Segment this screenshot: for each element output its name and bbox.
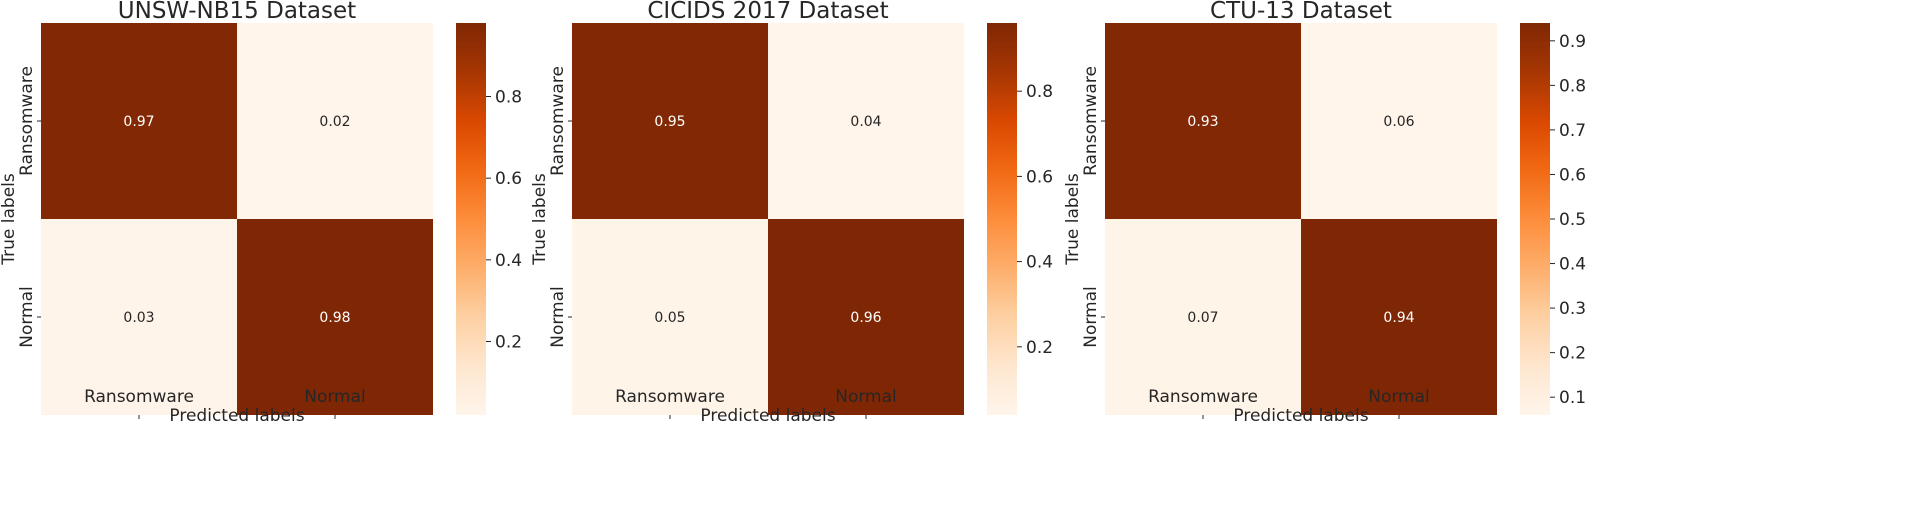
- heatmap-panel: UNSW-NB15 Dataset 0.97 0.02 0.03 0.98 Ransomw…: [0, 0, 522, 426]
- colorbar-tick-label: 0.3: [1559, 299, 1586, 319]
- colorbar-tick-label: 0.9: [1559, 32, 1586, 52]
- colorbar-tick-label: 0.1: [1559, 388, 1586, 408]
- heatmap-cell: [1105, 219, 1301, 415]
- colorbar-tick-label: 0.6: [1026, 167, 1053, 187]
- y-axis-label: True labels: [0, 173, 19, 266]
- colorbar-tick-label: 0.6: [1559, 165, 1586, 185]
- cell-value-label: 0.97: [123, 114, 154, 130]
- y-tick-label: Normal: [17, 286, 37, 348]
- y-tick-label: Normal: [548, 286, 568, 348]
- colorbar-tick-label: 0.4: [1026, 253, 1053, 273]
- colorbar-tick-label: 0.7: [1559, 121, 1586, 141]
- cell-value-label: 0.96: [850, 310, 881, 326]
- x-tick-label: Ransomware: [615, 387, 725, 407]
- colorbar-tick-label: 0.4: [1559, 255, 1586, 275]
- colorbar-tick-label: 0.2: [495, 333, 522, 353]
- y-tick-label: Ransomware: [548, 66, 568, 176]
- heatmap-cell: [41, 219, 237, 415]
- colorbar-tick-label: 0.4: [495, 251, 522, 271]
- colorbar: [987, 23, 1017, 415]
- heatmap-cell: [768, 23, 964, 219]
- heatmap-panel: CTU-13 Dataset 0.93 0.06 0.07 0.94 Ransomware…: [1063, 0, 1586, 426]
- colorbar-tick-label: 0.8: [1559, 76, 1586, 96]
- x-tick-label: Normal: [835, 387, 897, 407]
- cell-value-label: 0.02: [319, 114, 350, 130]
- heatmap-cell: [1301, 219, 1497, 415]
- x-axis-label: Predicted labels: [700, 406, 835, 426]
- heatmap-cell: [1301, 23, 1497, 219]
- y-tick-label: Ransomware: [1081, 66, 1101, 176]
- chart-title: CTU-13 Dataset: [1210, 0, 1392, 24]
- x-axis-label: Predicted labels: [169, 406, 304, 426]
- colorbar-tick-label: 0.2: [1026, 338, 1053, 358]
- colorbar-tick-label: 0.2: [1559, 344, 1586, 364]
- heatmap-cell: [572, 23, 768, 219]
- y-axis-label: True labels: [1063, 173, 1083, 266]
- heatmap-cell: [237, 23, 433, 219]
- cell-value-label: 0.93: [1187, 114, 1218, 130]
- x-axis-label: Predicted labels: [1233, 406, 1368, 426]
- colorbar-tick-label: 0.6: [495, 169, 522, 189]
- cell-value-label: 0.04: [850, 114, 881, 130]
- cell-value-label: 0.05: [654, 310, 685, 326]
- heatmap-cell: [768, 219, 964, 415]
- cell-value-label: 0.07: [1187, 310, 1218, 326]
- chart-title: UNSW-NB15 Dataset: [118, 0, 356, 24]
- x-tick-label: Ransomware: [1148, 387, 1258, 407]
- cell-value-label: 0.95: [654, 114, 685, 130]
- colorbar-tick-label: 0.8: [1026, 82, 1053, 102]
- cell-value-label: 0.98: [319, 310, 350, 326]
- cell-value-label: 0.06: [1383, 114, 1414, 130]
- heatmap-panels: UNSW-NB15 Dataset 0.97 0.02 0.03 0.98 Ransomw…: [0, 0, 1586, 426]
- x-tick-label: Ransomware: [84, 387, 194, 407]
- colorbar: [1520, 23, 1550, 415]
- colorbar-tick-label: 0.5: [1559, 210, 1586, 230]
- colorbar-tick-label: 0.8: [495, 88, 522, 108]
- x-tick-label: Normal: [304, 387, 366, 407]
- y-tick-label: Ransomware: [17, 66, 37, 176]
- heatmap-cell: [41, 23, 237, 219]
- heatmap-cell: [1105, 23, 1301, 219]
- colorbar: [456, 23, 486, 415]
- chart-title: CICIDS 2017 Dataset: [647, 0, 888, 24]
- heatmap-cell: [572, 219, 768, 415]
- cell-value-label: 0.94: [1383, 310, 1414, 326]
- y-axis-label: True labels: [530, 173, 550, 266]
- heatmap-cell: [237, 219, 433, 415]
- x-tick-label: Normal: [1368, 387, 1430, 407]
- y-tick-label: Normal: [1081, 286, 1101, 348]
- heatmap-panel: CICIDS 2017 Dataset 0.95 0.04 0.05 0.96 Ranso…: [530, 0, 1053, 426]
- cell-value-label: 0.03: [123, 310, 154, 326]
